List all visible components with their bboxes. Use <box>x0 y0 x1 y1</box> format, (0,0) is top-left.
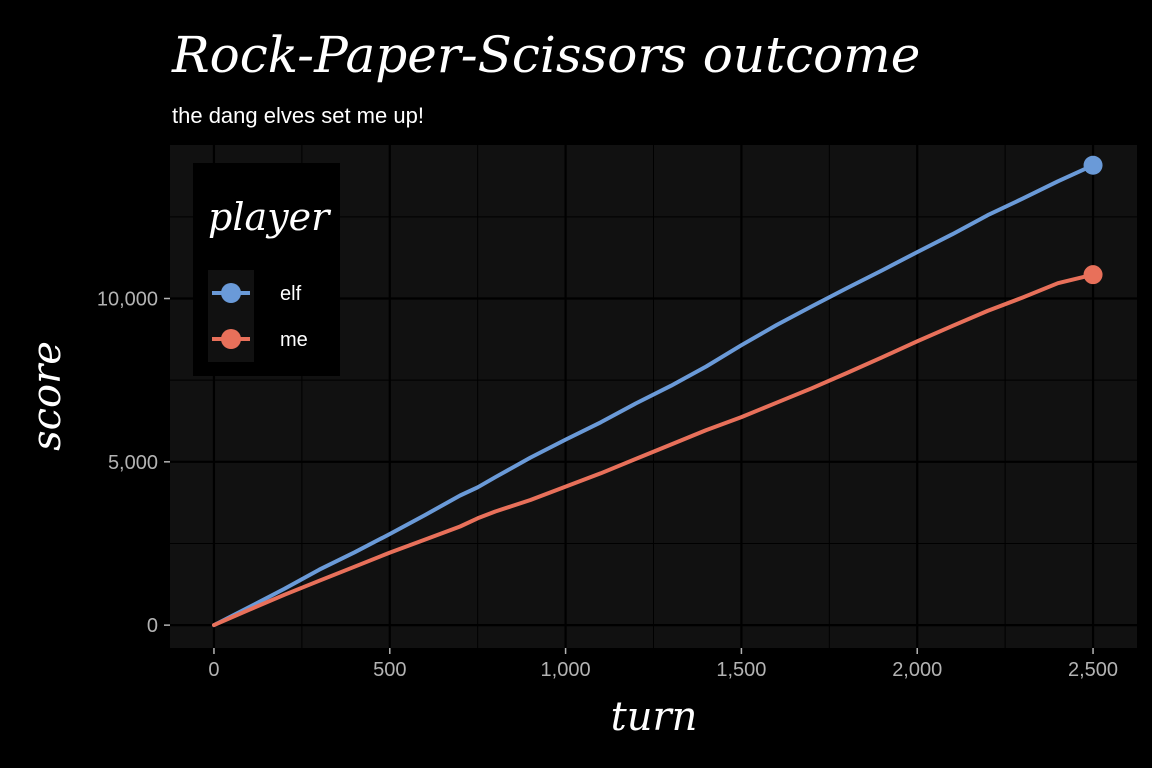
x-tick-label: 0 <box>208 659 219 681</box>
legend-label-elf: elf <box>280 283 302 305</box>
legend-title: player <box>208 195 332 239</box>
y-axis: 0 5,000 10,000 <box>97 289 170 637</box>
series-line-elf <box>212 163 1095 628</box>
x-tick-label: 1,000 <box>541 659 591 681</box>
series-layer <box>212 155 1103 628</box>
chart-title: Rock-Paper-Scissors outcome <box>171 26 920 84</box>
y-tick-label: 10,000 <box>97 289 158 311</box>
series-end-point-me <box>1083 265 1103 285</box>
x-tick-label: 2,000 <box>892 659 942 681</box>
x-tick-label: 2,500 <box>1068 659 1118 681</box>
y-axis-title: score <box>24 341 70 451</box>
legend-items: elf me <box>208 270 308 362</box>
legend-key-point-elf <box>221 283 241 303</box>
y-tick-label: 0 <box>147 615 158 637</box>
x-axis-title: turn <box>611 694 698 740</box>
legend: player elf me <box>193 163 340 376</box>
chart-subtitle: the dang elves set me up! <box>172 103 424 128</box>
x-axis: 0 500 1,000 1,500 2,000 2,500 <box>208 648 1118 681</box>
series-line-me <box>212 272 1095 628</box>
y-tick-label: 5,000 <box>108 452 158 474</box>
x-tick-label: 1,500 <box>716 659 766 681</box>
series-end-point-elf <box>1083 155 1103 175</box>
legend-label-me: me <box>280 329 308 351</box>
x-tick-label: 500 <box>373 659 406 681</box>
legend-key-point-me <box>221 329 241 349</box>
